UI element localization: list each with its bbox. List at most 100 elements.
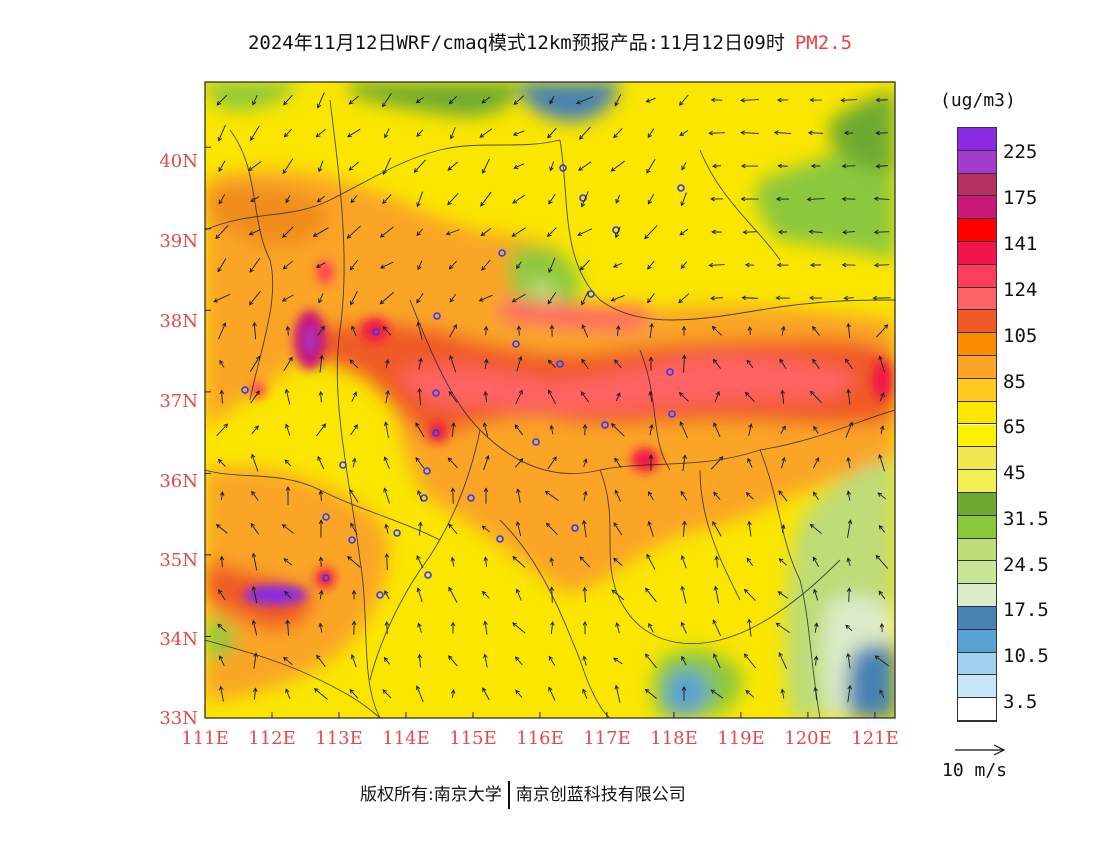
wind-arrow <box>248 229 261 236</box>
wind-arrow <box>548 655 556 666</box>
wind-arrow <box>249 355 261 372</box>
wind-arrow <box>348 95 359 105</box>
colorbar-segment <box>958 310 996 334</box>
wind-arrow <box>740 196 759 202</box>
wind-arrow <box>775 295 790 301</box>
wind-arrow <box>515 261 522 270</box>
wind-arrow <box>251 619 258 636</box>
wind-arrow <box>515 458 524 468</box>
wind-arrow <box>713 585 720 604</box>
wind-arrow <box>317 160 324 173</box>
wind-arrow <box>842 229 855 235</box>
wind-arrow <box>746 557 754 566</box>
wind-arrow <box>549 324 555 337</box>
wind-arrow <box>483 358 489 369</box>
city-marker <box>467 494 475 502</box>
wind-arrow <box>649 322 654 339</box>
wind-arrow <box>449 323 457 338</box>
colorbar-segment <box>958 242 996 265</box>
wind-arrow <box>217 623 227 633</box>
wind-arrow <box>710 196 723 202</box>
colorbar-label-65: 65 <box>1003 416 1026 438</box>
wind-arrow <box>877 492 887 500</box>
wind-arrow <box>813 655 819 666</box>
city-marker <box>372 328 380 336</box>
copyright-left: 版权所有:南京大学 <box>360 785 502 805</box>
wind-arrow <box>284 590 292 599</box>
wind-arrow <box>285 486 291 505</box>
wind-arrow <box>511 293 526 303</box>
wind-arrow <box>318 622 324 633</box>
wind-arrow <box>511 227 526 237</box>
wind-arrow <box>614 94 622 107</box>
wind-arrow <box>844 358 853 370</box>
wind-arrow <box>282 656 293 665</box>
wind-arrow <box>481 590 490 599</box>
wind-arrow <box>483 556 489 567</box>
wind-arrow <box>615 194 621 204</box>
wind-arrow <box>846 587 852 602</box>
wind-arrow <box>713 653 721 669</box>
title-main: 2024年11月12日WRF/cmaq模式12km预报产品:11月12日09时 <box>247 32 785 54</box>
wind-arrow <box>679 228 689 236</box>
wind-arrow <box>582 423 588 436</box>
wind-arrow <box>215 524 228 534</box>
wind-arrow <box>448 390 458 403</box>
wind-arrow <box>780 389 785 404</box>
reference-vector-arrow <box>955 744 1006 756</box>
city-marker <box>601 421 609 429</box>
colorbar-label-10-5: 10.5 <box>1003 645 1049 667</box>
wind-arrow <box>285 619 290 636</box>
lat-label-35: 35N <box>159 550 198 571</box>
city-marker <box>424 571 432 579</box>
wind-arrow <box>283 128 292 138</box>
wind-arrow <box>449 354 457 373</box>
wind-arrow <box>582 586 588 603</box>
colorbar-segment <box>958 287 996 311</box>
wind-arrow <box>708 262 725 268</box>
wind-arrow <box>383 421 389 438</box>
wind-arrow <box>681 686 687 702</box>
wind-arrow <box>548 257 556 273</box>
wind-arrow <box>282 158 294 175</box>
wind-arrow <box>680 261 687 269</box>
wind-arrow <box>515 521 522 537</box>
wind-arrow <box>806 196 825 202</box>
wind-arrow <box>846 322 851 339</box>
wind-arrow <box>649 423 654 436</box>
colorbar-segment <box>958 196 996 220</box>
wind-arrow <box>740 130 759 136</box>
wind-arrow <box>249 257 261 273</box>
wind-arrow <box>579 556 591 568</box>
wind-arrow <box>350 195 358 204</box>
wind-arrow <box>384 590 390 600</box>
colorbar <box>957 127 997 722</box>
wind-arrow <box>745 492 754 500</box>
wind-arrow <box>747 457 753 468</box>
wind-arrow <box>547 127 557 139</box>
wind-arrow <box>513 95 525 105</box>
reference-vector-label: 10 m/s <box>942 760 1008 781</box>
wind-arrow <box>384 620 390 635</box>
wind-arrow <box>780 325 786 336</box>
wind-arrow <box>215 225 229 240</box>
wind-arrow <box>317 455 325 470</box>
wind-arrow <box>846 652 851 669</box>
colorbar-label-24-5: 24.5 <box>1003 554 1049 576</box>
wind-arrow <box>281 294 294 302</box>
city-marker <box>587 290 595 298</box>
wind-arrow <box>349 689 359 699</box>
wind-arrow <box>646 553 656 570</box>
wind-arrow <box>547 456 557 470</box>
city-marker <box>512 340 520 348</box>
colorbar-label-105: 105 <box>1003 325 1038 347</box>
wind-arrow <box>415 685 424 703</box>
wind-arrow <box>780 425 786 435</box>
wind-arrow <box>547 359 556 369</box>
wind-arrow <box>578 161 592 171</box>
wind-arrow <box>778 652 788 670</box>
wind-arrow <box>447 161 459 171</box>
city-marker <box>348 536 356 544</box>
wind-arrow <box>252 687 258 700</box>
wind-arrow <box>644 688 657 699</box>
